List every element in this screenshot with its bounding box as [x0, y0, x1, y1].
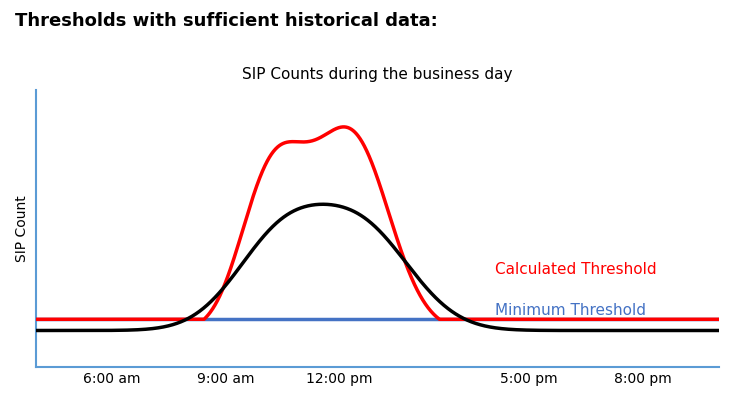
Title: SIP Counts during the business day: SIP Counts during the business day: [242, 67, 513, 82]
Text: Thresholds with sufficient historical data:: Thresholds with sufficient historical da…: [15, 12, 437, 30]
Y-axis label: SIP Count: SIP Count: [15, 195, 29, 262]
Text: Minimum Threshold: Minimum Threshold: [495, 303, 646, 318]
Text: Calculated Threshold: Calculated Threshold: [495, 262, 657, 277]
